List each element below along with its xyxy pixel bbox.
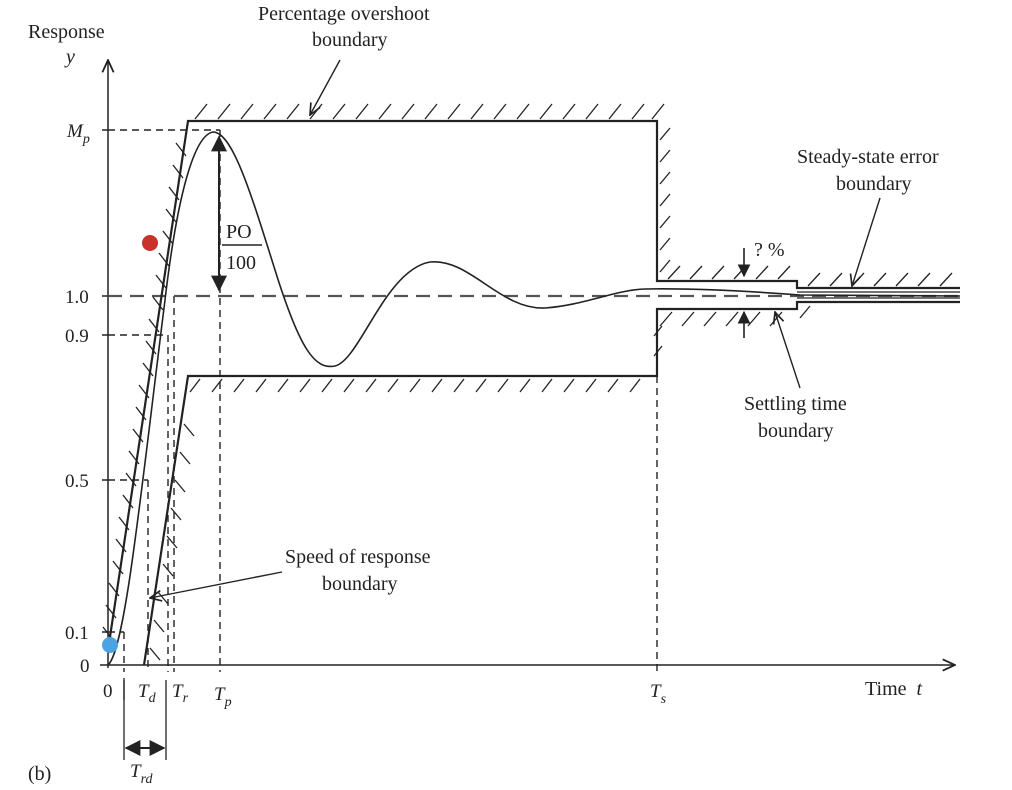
x-tick-0: 0 bbox=[103, 681, 113, 702]
callout-leaders bbox=[150, 59, 881, 598]
steady-state-tunnel bbox=[797, 291, 960, 299]
overshoot-label-1: Percentage overshoot bbox=[258, 3, 430, 25]
po-numerator: PO bbox=[226, 221, 252, 243]
x-tick-trd: Trd bbox=[130, 761, 154, 787]
x-axis-symbol: t bbox=[917, 678, 923, 700]
tolerance-percent: ? % bbox=[754, 239, 785, 261]
figure-label: (b) bbox=[28, 763, 51, 785]
po-denominator: 100 bbox=[226, 252, 256, 274]
y-tick-0-9: 0.9 bbox=[65, 326, 89, 347]
red-marker bbox=[142, 235, 158, 251]
y-tick-0-1: 0.1 bbox=[65, 623, 89, 644]
y-tick-mp: Mp bbox=[66, 121, 90, 147]
blue-marker bbox=[102, 637, 118, 653]
x-tick-ts: Ts bbox=[650, 681, 667, 707]
x-tick-tp: Tp bbox=[214, 684, 232, 710]
lower-boundary-hatch bbox=[149, 305, 811, 661]
settling-label-1: Settling time bbox=[744, 393, 847, 415]
x-axis-title-word: Time bbox=[865, 678, 907, 700]
y-tick-0: 0 bbox=[80, 656, 90, 677]
x-axis-title: Time t bbox=[865, 678, 923, 700]
speed-label-1: Speed of response bbox=[285, 546, 431, 568]
y-axis-symbol: y bbox=[64, 46, 75, 68]
speed-label-2: boundary bbox=[322, 573, 398, 595]
steady-label-2: boundary bbox=[836, 173, 912, 195]
steady-label-1: Steady-state error bbox=[797, 146, 939, 168]
x-tick-tr: Tr bbox=[172, 681, 189, 706]
y-axis-title: Response bbox=[28, 21, 105, 43]
x-tick-td: Td bbox=[138, 681, 157, 706]
upper-boundary bbox=[106, 119, 960, 651]
settling-label-2: boundary bbox=[758, 420, 834, 442]
lower-boundary bbox=[142, 300, 960, 666]
overshoot-label-2: boundary bbox=[312, 29, 388, 51]
y-tick-1-0: 1.0 bbox=[65, 287, 89, 308]
y-tick-marks bbox=[102, 129, 108, 633]
y-tick-0-5: 0.5 bbox=[65, 471, 89, 492]
response-curve bbox=[107, 131, 961, 666]
upper-boundary-hatch bbox=[102, 103, 953, 641]
